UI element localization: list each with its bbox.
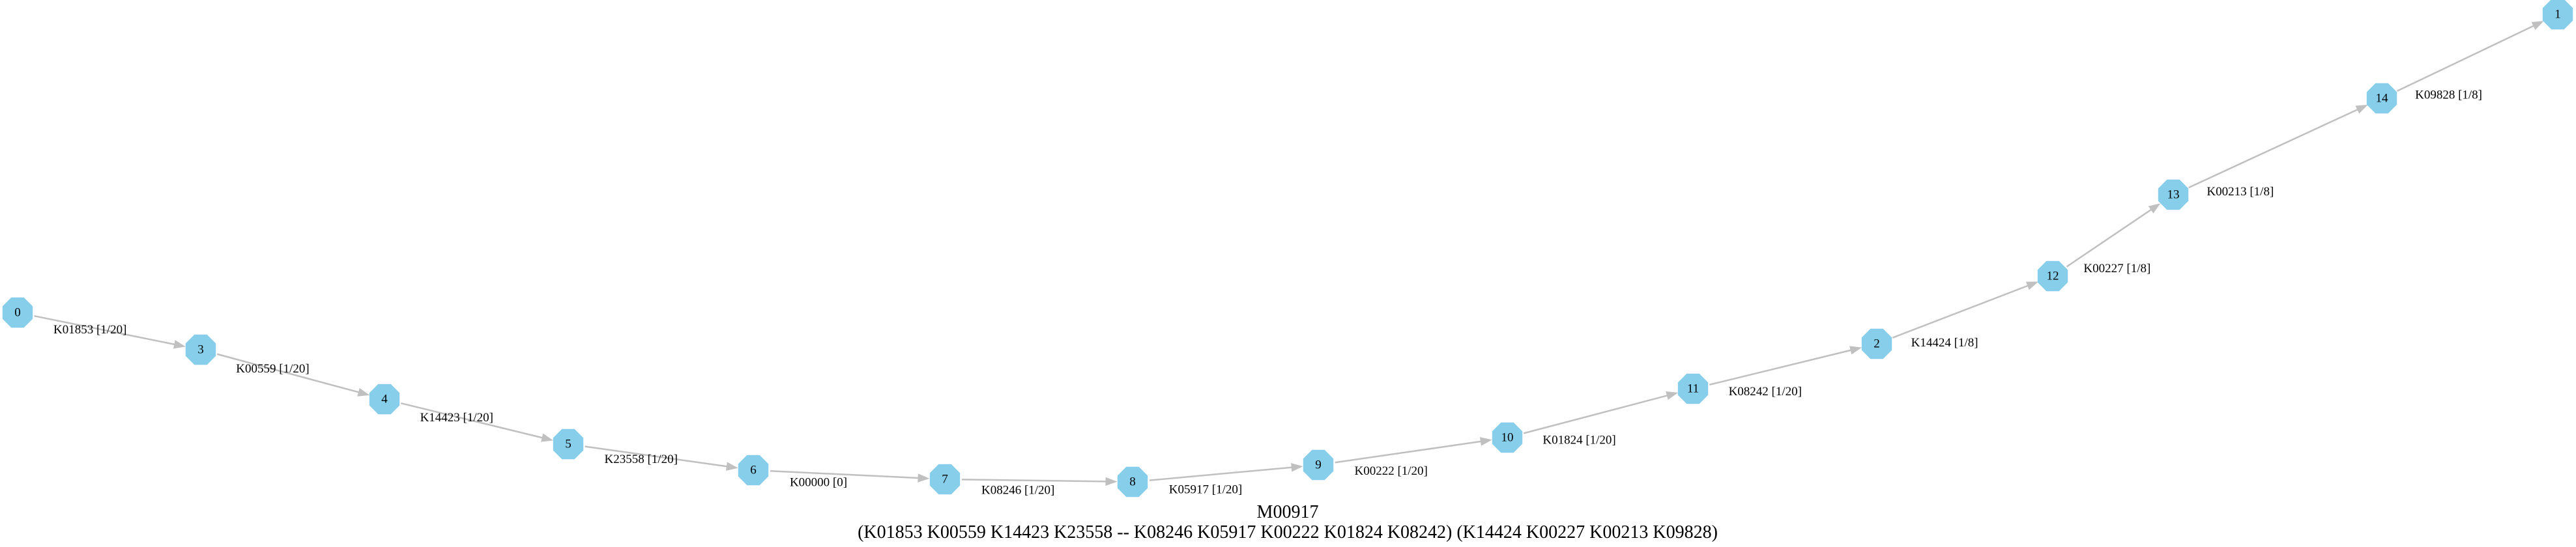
edge-line-0-3: [34, 315, 175, 346]
edge-label-3-4: K00559 [1/20]: [236, 362, 309, 376]
node-0: 0: [2, 297, 33, 328]
edge-label-13-14: K00213 [1/8]: [2207, 185, 2274, 199]
node-label-9: 9: [1315, 458, 1322, 472]
edge-label-11-2: K08242 [1/20]: [1729, 385, 1802, 399]
edge-arrow-12-13: [2148, 203, 2161, 214]
edge-line-3-4: [216, 353, 359, 393]
edge-line-5-6: [585, 445, 727, 468]
node-2: 2: [1861, 328, 1892, 359]
edge-label-7-8: K08246 [1/20]: [981, 484, 1054, 498]
edge-arrow-8-9: [1291, 463, 1303, 472]
edge-arrow-10-11: [1666, 391, 1679, 400]
edge-line-8-9: [1149, 466, 1292, 481]
node-label-2: 2: [1874, 337, 1880, 351]
edge-arrow-4-5: [541, 433, 554, 442]
node-shape-0: [2, 297, 33, 328]
edge-arrow-0-3: [173, 340, 186, 349]
node-shape-3: [185, 334, 216, 365]
node-label-10: 10: [1501, 431, 1514, 445]
node-label-0: 0: [14, 306, 21, 320]
node-label-1: 1: [2554, 8, 2561, 21]
edge-label-10-11: K01824 [1/20]: [1542, 433, 1615, 447]
edge-arrow-7-8: [1105, 477, 1118, 486]
node-label-13: 13: [2167, 188, 2180, 202]
node-label-7: 7: [942, 473, 948, 486]
edge-arrow-14-1: [2531, 21, 2544, 30]
edge-arrow-11-2: [1849, 346, 1862, 355]
node-shape-8: [1117, 466, 1148, 498]
edge-label-9-10: K00222 [1/20]: [1354, 464, 1427, 478]
edge-label-5-6: K23558 [1/20]: [605, 453, 678, 466]
edge-line-14-1: [2396, 25, 2534, 92]
edge-arrow-13-14: [2355, 104, 2368, 114]
edge-arrow-9-10: [1479, 437, 1492, 446]
edge-label-12-13: K00227 [1/8]: [2083, 262, 2150, 275]
edge-line-7-8: [961, 479, 1107, 483]
node-shape-5: [553, 428, 584, 460]
node-shape-7: [929, 464, 961, 495]
edge-arrow-5-6: [725, 462, 738, 471]
edge-arrow-2-12: [2025, 281, 2038, 290]
module-definition-caption: (K01853 K00559 K14423 K23558 -- K08246 K…: [858, 522, 1718, 542]
node-label-5: 5: [565, 438, 572, 451]
module-id-caption: M00917: [1257, 502, 1319, 522]
node-5: 5: [553, 428, 584, 460]
edge-arrow-3-4: [357, 387, 370, 397]
edge-line-10-11: [1523, 395, 1668, 434]
node-shape-9: [1303, 449, 1334, 481]
edge-label-2-12: K14424 [1/8]: [1911, 336, 1978, 350]
edge-line-6-7: [770, 470, 919, 479]
node-label-4: 4: [381, 393, 388, 406]
node-3: 3: [185, 334, 216, 365]
node-label-14: 14: [2376, 92, 2389, 105]
node-4: 4: [369, 384, 400, 415]
node-12: 12: [2037, 260, 2068, 292]
node-label-8: 8: [1129, 475, 1136, 489]
edge-line-2-12: [1892, 285, 2029, 339]
node-14: 14: [2366, 83, 2397, 114]
edges-layer: K01853 [1/20] K00559 [1/20] K14423 [1/20] K…: [34, 21, 2544, 498]
node-1: 1: [2542, 0, 2573, 30]
node-shape-12: [2037, 260, 2068, 292]
edge-line-13-14: [2188, 109, 2358, 189]
edge-label-4-5: K14423 [1/20]: [420, 411, 493, 425]
node-shape-4: [369, 384, 400, 415]
nodes-layer: 0 3 4 5 6 7 8 9 10 11 2 12 13 14 1: [2, 0, 2573, 498]
node-shape-11: [1677, 373, 1709, 404]
edge-arrow-6-7: [918, 473, 930, 483]
node-6: 6: [738, 455, 769, 486]
node-13: 13: [2158, 179, 2189, 210]
node-label-11: 11: [1687, 382, 1699, 396]
node-label-3: 3: [197, 343, 204, 357]
edge-line-12-13: [2066, 208, 2152, 268]
node-10: 10: [1492, 422, 1523, 453]
node-7: 7: [929, 464, 961, 495]
edge-line-4-5: [400, 402, 543, 439]
edge-line-11-2: [1709, 349, 1851, 386]
node-label-12: 12: [2047, 270, 2059, 283]
node-shape-2: [1861, 328, 1892, 359]
node-shape-13: [2158, 179, 2189, 210]
node-shape-6: [738, 455, 769, 486]
node-shape-1: [2542, 0, 2573, 30]
node-11: 11: [1677, 373, 1709, 404]
node-shape-10: [1492, 422, 1523, 453]
edge-line-9-10: [1335, 440, 1481, 464]
node-8: 8: [1117, 466, 1148, 498]
edge-label-14-1: K09828 [1/8]: [2415, 88, 2482, 102]
edge-label-0-3: K01853 [1/20]: [53, 323, 126, 337]
edge-label-8-9: K05917 [1/20]: [1169, 483, 1242, 496]
node-label-6: 6: [750, 464, 757, 477]
node-9: 9: [1303, 449, 1334, 481]
node-shape-14: [2366, 83, 2397, 114]
edge-label-6-7: K00000 [0]: [790, 475, 847, 489]
